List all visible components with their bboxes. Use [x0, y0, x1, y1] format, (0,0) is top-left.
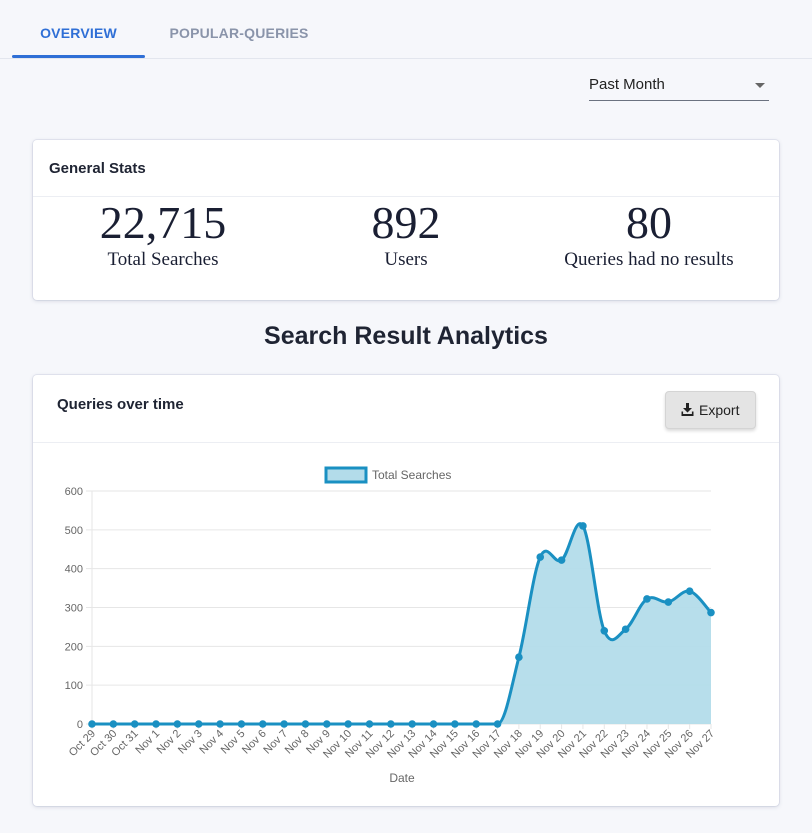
- stat-total-searches: 22,715 Total Searches: [63, 196, 263, 270]
- general-stats-title: General Stats: [49, 160, 146, 177]
- data-point: [237, 720, 246, 728]
- data-point: [258, 720, 267, 728]
- download-icon: [681, 403, 694, 419]
- tab-bar: OVERVIEW POPULAR-QUERIES: [0, 0, 812, 59]
- tab-popular-queries[interactable]: POPULAR-QUERIES: [169, 25, 309, 41]
- data-point: [280, 720, 288, 728]
- stat-no-results: 80 Queries had no results: [529, 196, 769, 270]
- data-point: [579, 522, 587, 530]
- data-point: [173, 720, 182, 728]
- data-point: [408, 720, 416, 728]
- x-axis-title: Date: [389, 771, 415, 785]
- y-tick-label: 100: [65, 680, 83, 692]
- chevron-down-icon: [755, 83, 765, 88]
- data-point: [88, 720, 96, 728]
- export-button[interactable]: Export: [665, 391, 756, 429]
- queries-over-time-card: Queries over time: [33, 375, 779, 806]
- chart-legend[interactable]: Total Searches: [324, 466, 451, 484]
- tab-overview[interactable]: OVERVIEW: [40, 25, 117, 41]
- data-point: [301, 720, 310, 728]
- data-point: [536, 553, 545, 561]
- data-point: [685, 587, 694, 595]
- data-point: [707, 608, 715, 617]
- data-point: [643, 595, 651, 603]
- data-point: [621, 625, 630, 634]
- y-tick-label: 300: [65, 603, 83, 615]
- y-tick-label: 600: [65, 486, 83, 498]
- y-tick-label: 0: [77, 719, 83, 731]
- legend-label: Total Searches: [372, 468, 451, 482]
- time-range-value: Past Month: [589, 76, 665, 93]
- stat-value: 22,715: [99, 197, 227, 248]
- data-point: [600, 627, 609, 635]
- data-point: [365, 720, 374, 728]
- y-tick-label: 500: [65, 525, 83, 537]
- stat-label: Users: [384, 249, 428, 270]
- data-point: [322, 720, 331, 728]
- data-point: [515, 653, 523, 662]
- data-point: [194, 720, 203, 728]
- divider: [33, 196, 779, 197]
- data-point: [152, 720, 160, 728]
- data-point: [216, 720, 224, 728]
- stat-label: Queries had no results: [564, 249, 734, 270]
- active-tab-indicator: [12, 55, 145, 58]
- time-range-select[interactable]: Past Month: [589, 70, 769, 101]
- data-point: [130, 720, 139, 728]
- stat-value: 892: [371, 197, 441, 248]
- stat-label: Total Searches: [107, 249, 219, 270]
- general-stats-card: General Stats: [33, 140, 779, 300]
- data-point: [493, 720, 502, 728]
- y-tick-label: 400: [65, 564, 83, 576]
- data-point: [429, 720, 438, 728]
- data-point: [109, 720, 118, 728]
- divider: [33, 442, 779, 443]
- data-point: [451, 720, 459, 728]
- queries-card-title: Queries over time: [57, 396, 184, 413]
- series-area: [92, 523, 711, 724]
- export-label: Export: [699, 402, 740, 418]
- section-title: Search Result Analytics: [264, 322, 548, 350]
- stat-users: 892 Users: [306, 196, 506, 270]
- y-tick-label: 200: [65, 641, 83, 653]
- data-point: [664, 598, 673, 606]
- data-point: [472, 720, 481, 728]
- legend-swatch: [324, 466, 368, 484]
- data-point: [344, 720, 352, 728]
- data-point: [557, 556, 566, 564]
- data-point: [387, 720, 395, 728]
- stat-value: 80: [626, 197, 672, 248]
